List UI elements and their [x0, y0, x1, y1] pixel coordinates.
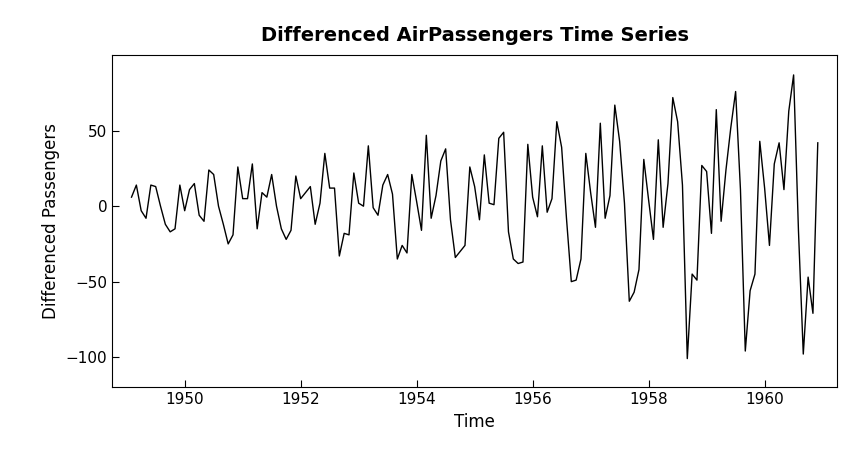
Title: Differenced AirPassengers Time Series: Differenced AirPassengers Time Series	[261, 26, 689, 46]
X-axis label: Time: Time	[454, 413, 495, 431]
Y-axis label: Differenced Passengers: Differenced Passengers	[42, 123, 60, 319]
